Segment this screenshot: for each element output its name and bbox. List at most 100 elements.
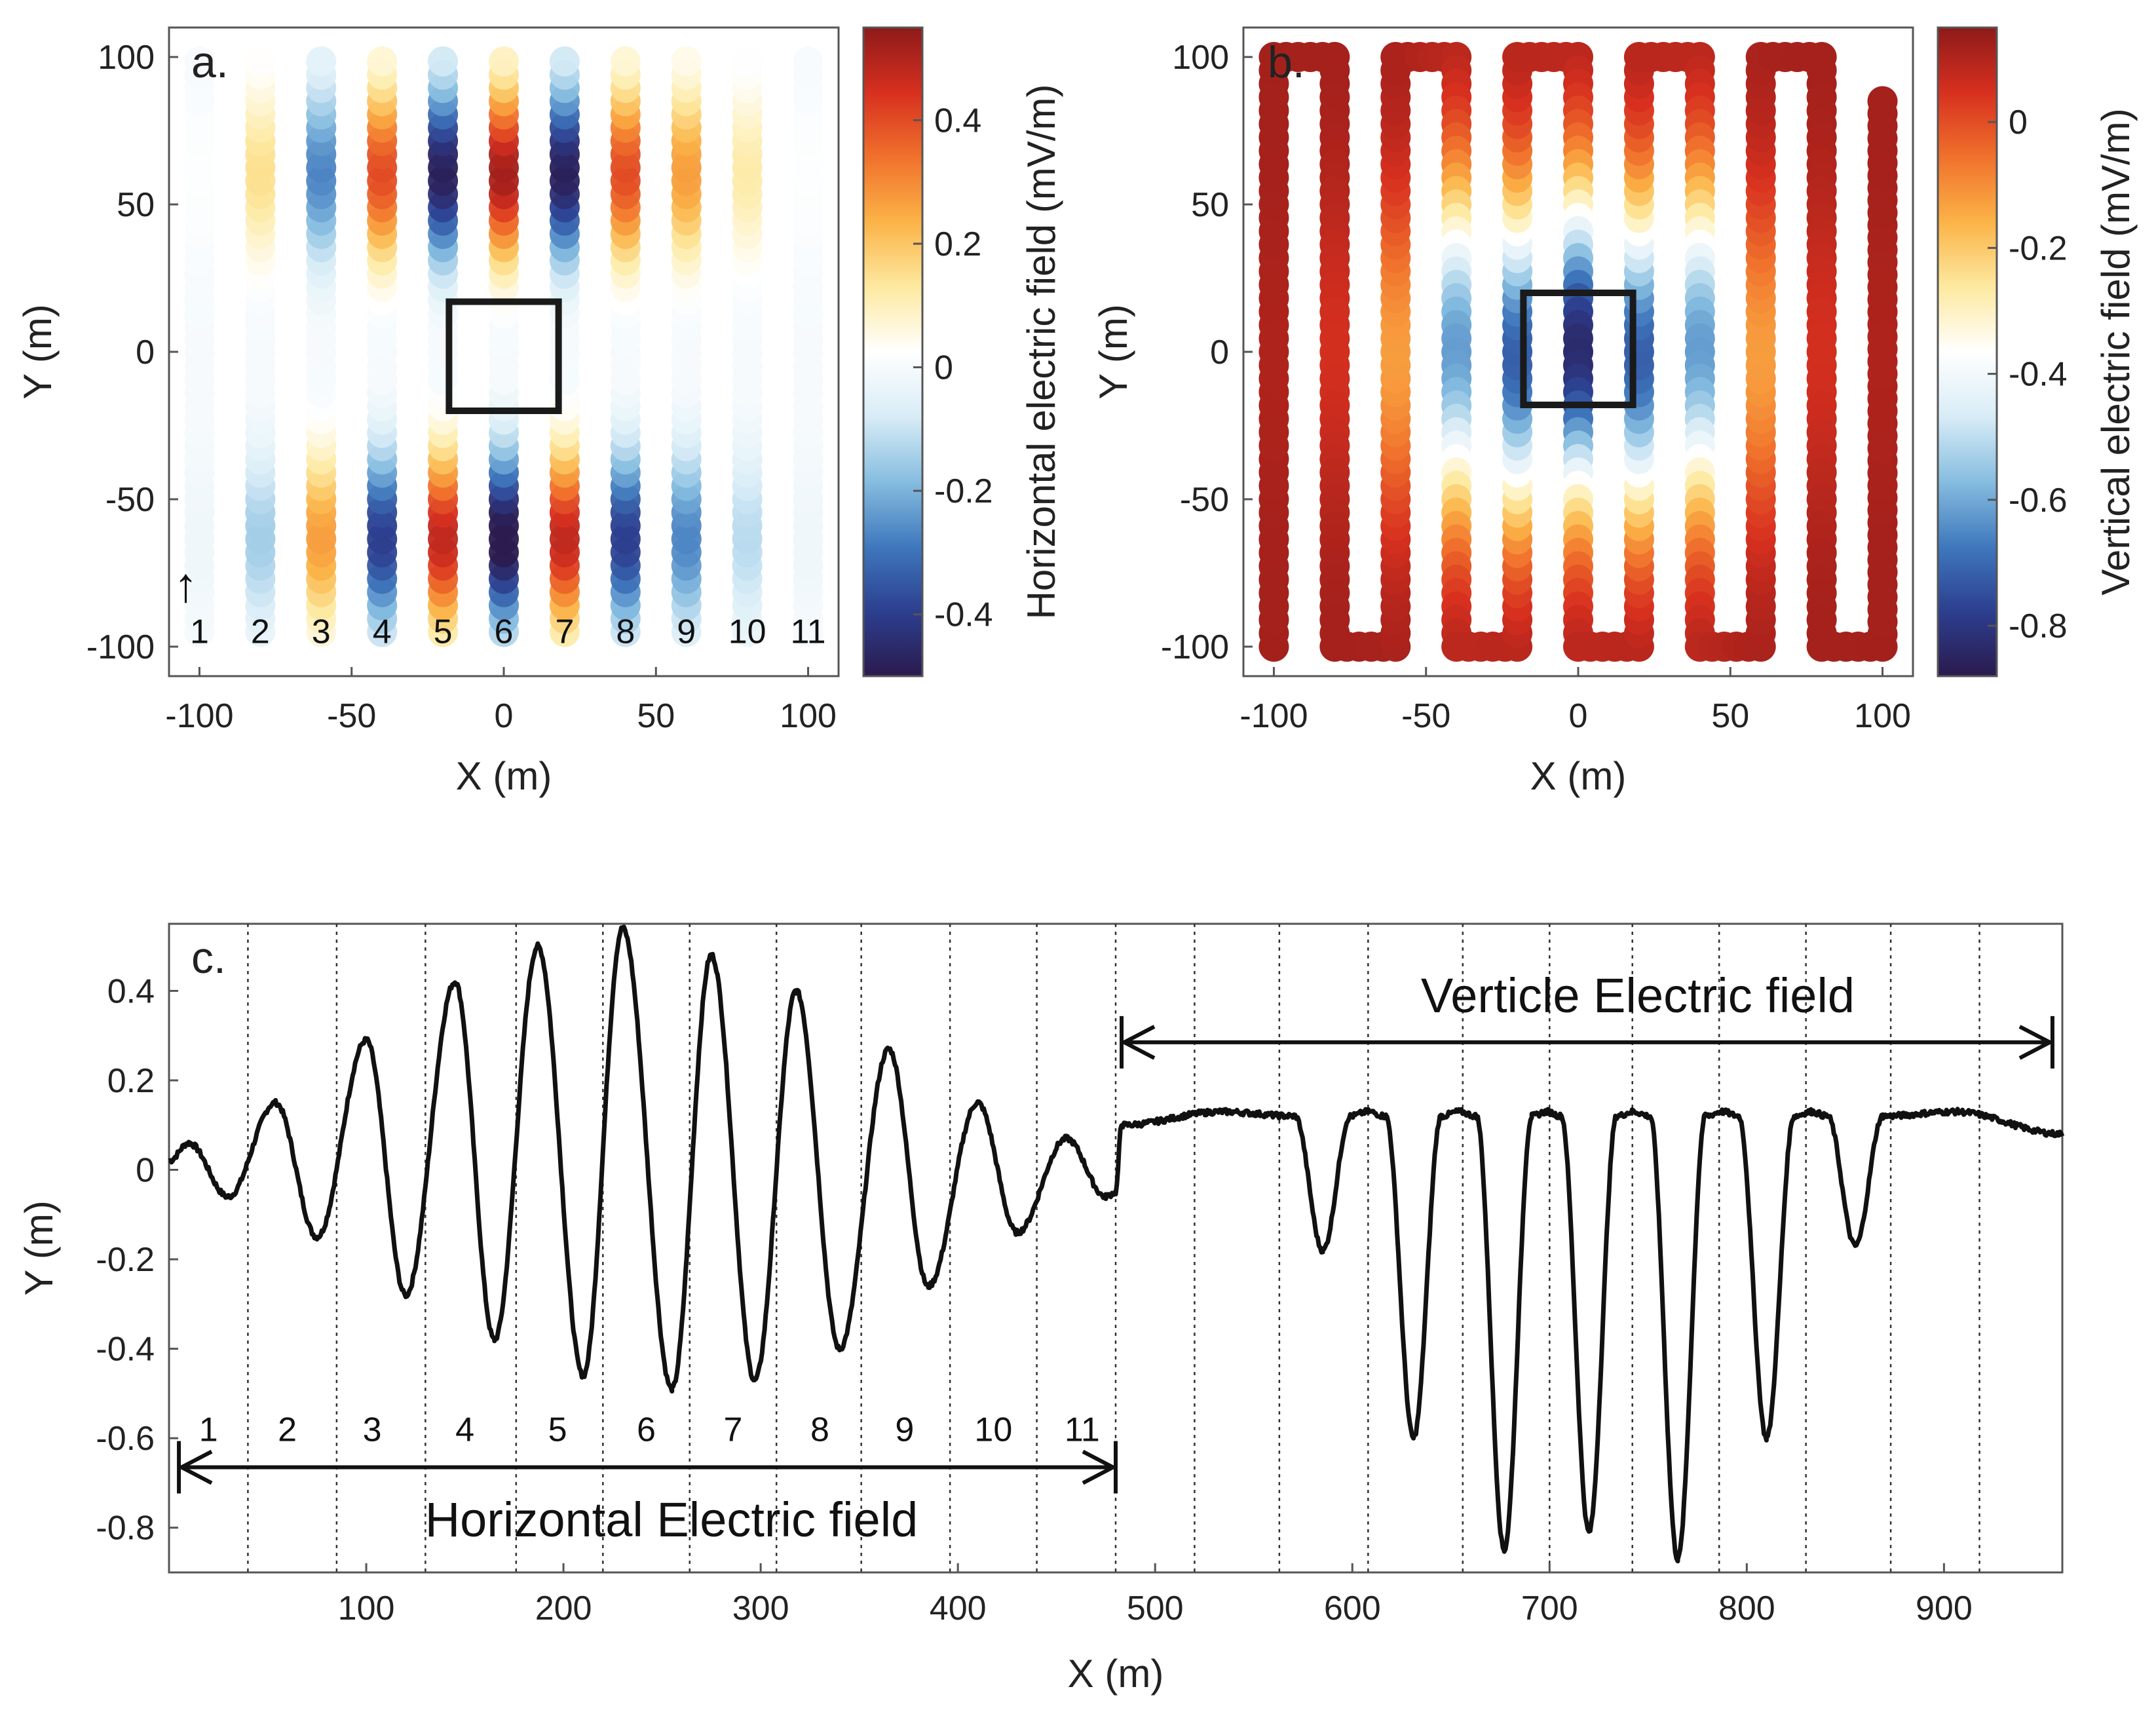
panel-a-colorbar [862, 26, 924, 677]
panel-a-plot-area [184, 46, 823, 647]
y-tick-label: -0.2 [96, 1241, 155, 1279]
colorbar-tick-label: -0.6 [2009, 482, 2068, 520]
panel-b-label: b. [1268, 37, 1305, 87]
survey-line-number: 1 [190, 613, 209, 651]
panel-b: b. -100 -50 0 50 100 100 50 0 -50 -100 X (m) Y (… [1091, 26, 2138, 798]
segment-label: 10 [974, 1411, 1012, 1449]
segment-label: 7 [724, 1411, 743, 1449]
y-tick-label: 50 [117, 186, 155, 224]
y-tick-label: 50 [1191, 186, 1229, 224]
x-tick-label: -50 [1401, 697, 1450, 735]
colorbar-tick-label: 0.2 [934, 225, 981, 263]
x-tick-label: 800 [1718, 1589, 1775, 1627]
survey-line-number: 7 [555, 613, 574, 651]
x-tick-label: -50 [327, 697, 376, 735]
x-tick-label: 0 [1569, 697, 1588, 735]
panel-a-label: a. [191, 37, 229, 87]
x-tick-label: 400 [930, 1589, 987, 1627]
segment-label: 11 [1065, 1411, 1100, 1449]
data-point [1867, 86, 1898, 117]
survey-line-number: 8 [616, 613, 635, 651]
panel-c-ylabel: Y (m) [17, 1200, 61, 1296]
horizontal-field-annotation: Horizontal Electric field [425, 1492, 918, 1547]
colorbar-tick-label: -0.2 [934, 472, 993, 510]
panel-b-colorbar [1937, 26, 1998, 677]
survey-line-number: 9 [677, 613, 696, 651]
segment-label: 8 [810, 1411, 829, 1449]
survey-line-number: 2 [251, 613, 270, 651]
survey-line-number: 5 [434, 613, 453, 651]
survey-line-number: 3 [312, 613, 331, 651]
x-tick-label: 600 [1324, 1589, 1381, 1627]
y-tick-label: 0 [136, 333, 155, 371]
panel-b-xlabel: X (m) [1530, 754, 1627, 798]
panel-b-colorbar-label: Vertical electric field (mV/m) [2094, 108, 2138, 596]
panel-b-x-ticks: -100 -50 0 50 100 [1239, 667, 1911, 735]
y-tick-label: -0.4 [96, 1331, 155, 1369]
panel-b-plot-area [1258, 42, 1898, 662]
panel-c-segment-labels: 1 2 3 4 5 6 7 8 9 10 11 [199, 1411, 1100, 1449]
panel-a-xlabel: X (m) [456, 754, 552, 798]
panel-c-y-ticks: 0.4 0.2 0 -0.2 -0.4 -0.6 -0.8 [96, 972, 178, 1548]
data-point [671, 46, 702, 77]
data-point [245, 46, 276, 77]
x-tick-label: 300 [732, 1589, 789, 1627]
y-tick-label: 0 [136, 1152, 155, 1190]
data-point [549, 46, 580, 77]
panel-a-y-ticks: 100 50 0 -50 -100 [86, 39, 178, 666]
panel-b-target-box [1520, 290, 1636, 408]
x-tick-label: 500 [1127, 1589, 1184, 1627]
survey-line-number: 10 [728, 613, 766, 651]
y-tick-label: -100 [86, 628, 155, 666]
panel-c-span-arrows [177, 1016, 2054, 1494]
colorbar-tick-label: -0.8 [2009, 607, 2068, 645]
x-tick-label: 900 [1916, 1589, 1973, 1627]
y-tick-label: -0.8 [96, 1510, 155, 1548]
panel-c-dividers [247, 924, 1980, 1572]
vertical-span-arrow-head [2018, 1025, 2054, 1060]
y-tick-label: -100 [1161, 628, 1229, 666]
segment-label: 2 [278, 1411, 297, 1449]
x-tick-label: 700 [1521, 1589, 1578, 1627]
panel-a-colorbar-label: Horizontal electric field (mV/m) [1019, 85, 1063, 620]
panel-c-label: c. [191, 933, 226, 983]
horizontal-span-arrow-head [1082, 1449, 1118, 1485]
survey-line-number: 11 [791, 613, 826, 651]
segment-label: 4 [455, 1411, 474, 1449]
survey-line-number: 6 [495, 613, 514, 651]
colorbar-tick-label: -0.4 [2009, 356, 2068, 394]
y-tick-label: -50 [105, 481, 155, 519]
x-tick-label: 50 [637, 697, 675, 735]
y-tick-label: -50 [1180, 481, 1229, 519]
data-point [428, 46, 459, 77]
segment-label: 5 [548, 1411, 567, 1449]
panel-a-colorbar-ticks: 0.4 0.2 0 -0.2 -0.4 [913, 102, 993, 634]
segment-label: 1 [199, 1411, 218, 1449]
y-tick-label: 0.4 [107, 972, 155, 1010]
panel-b-y-ticks: 100 50 0 -50 -100 [1161, 39, 1253, 666]
y-tick-label: 100 [98, 39, 155, 77]
data-point [610, 46, 641, 77]
panel-c-x-ticks: 100 200 300 400 500 600 700 800 900 [338, 1563, 1973, 1627]
panel-a-x-ticks: -100 -50 0 50 100 [165, 667, 837, 735]
vertical-span-arrow-head [1120, 1025, 1156, 1060]
colorbar-tick-label: 0 [2009, 104, 2028, 142]
panel-c-xlabel: X (m) [1068, 1652, 1164, 1696]
data-point [367, 46, 398, 77]
segment-label: 3 [363, 1411, 382, 1449]
panel-c-series-line [168, 924, 2065, 1564]
panel-a-ylabel: Y (m) [16, 304, 60, 400]
vertical-field-annotation: Verticle Electric field [1421, 968, 1855, 1023]
panel-b-ylabel: Y (m) [1091, 304, 1135, 400]
data-point [489, 46, 519, 77]
x-tick-label: 50 [1711, 697, 1749, 735]
y-tick-label: 100 [1172, 39, 1229, 77]
panel-a-target-box [445, 298, 562, 414]
horizontal-span-arrow-head [177, 1449, 213, 1485]
data-point [793, 46, 823, 77]
colorbar-tick-label: 0 [934, 349, 953, 387]
panel-a-line-numbers: 1 2 3 4 5 6 7 8 9 10 11 [190, 613, 826, 651]
colorbar-tick-label: 0.4 [934, 102, 981, 140]
